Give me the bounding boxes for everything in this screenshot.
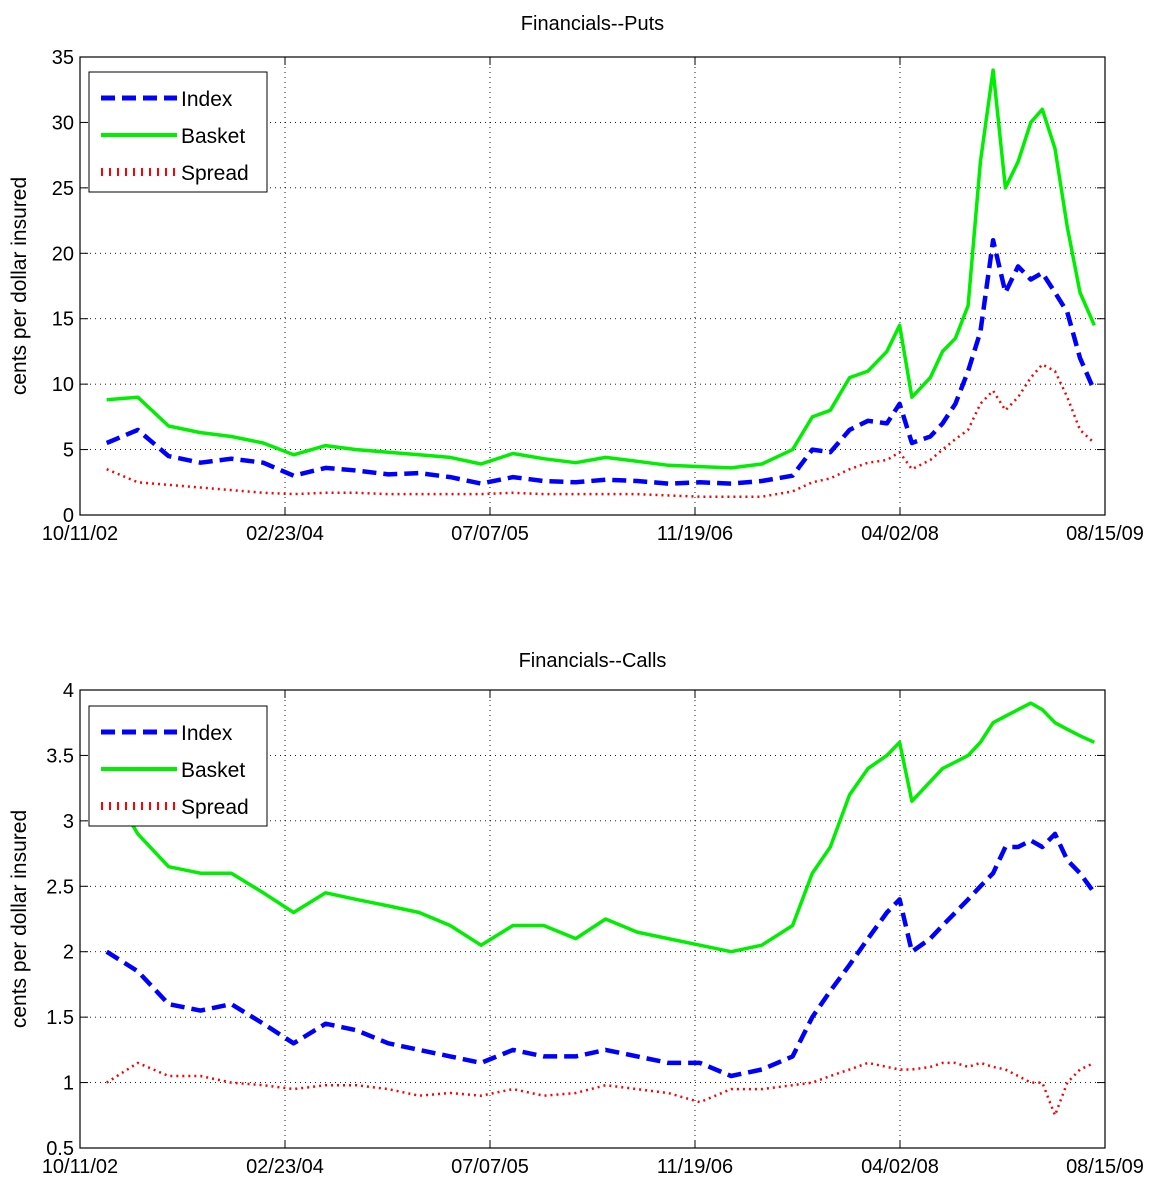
y-tick-label: 3 [63, 811, 74, 833]
y-tick-label: 30 [52, 112, 74, 134]
legend-label: Basket [181, 125, 245, 148]
x-tick-label: 10/11/02 [42, 523, 118, 545]
y-tick-label: 1.5 [46, 1007, 74, 1029]
plot-area-frame [79, 56, 1106, 516]
x-tick-label: 04/02/08 [861, 523, 939, 545]
chart-panel-2: Financials--Calls cents per dollar insure… [8, 650, 1144, 1178]
chart-title: Financials--Puts [521, 13, 664, 35]
x-tick-label: 08/15/09 [1066, 523, 1144, 545]
series-line-basket [105, 701, 1096, 954]
y-tick-label: 2 [63, 942, 74, 964]
chart-panel-1: Financials--Puts cents per dollar insured… [8, 13, 1144, 545]
series-line-spread [106, 1061, 1095, 1117]
x-tick-label: 08/15/09 [1066, 1156, 1144, 1178]
x-tick-label: 11/19/06 [657, 1156, 733, 1178]
y-tick-label: 2.5 [46, 876, 74, 898]
y-tick-label: 15 [52, 309, 74, 331]
y-tick-label: 1 [63, 1073, 74, 1095]
legend-label: Index [181, 88, 233, 111]
legend-label: Basket [181, 759, 245, 782]
legend: Index Basket Spread [88, 705, 268, 827]
y-tick-label: 10 [52, 374, 74, 396]
legend-label: Index [181, 722, 233, 745]
legend-label: Spread [181, 162, 249, 185]
y-tick-label: 25 [52, 178, 74, 200]
y-tick-label: 0.5 [46, 1138, 74, 1160]
series-line-spread [106, 363, 1096, 498]
legend: Index Basket Spread [88, 71, 268, 193]
plot-area-frame [79, 689, 1106, 1149]
y-tick-label: 4 [63, 680, 74, 702]
x-tick-label: 07/07/05 [451, 523, 529, 545]
series-line-basket [106, 68, 1096, 470]
series-line-index [105, 237, 1097, 486]
series-line-index [105, 831, 1097, 1079]
x-tick-label: 10/11/02 [42, 1156, 118, 1178]
y-tick-label: 0 [63, 505, 74, 527]
y-axis-label: cents per dollar insured [8, 177, 31, 395]
x-tick-label: 11/19/06 [657, 523, 733, 545]
y-tick-label: 3.5 [46, 745, 74, 767]
y-axis-label: cents per dollar insured [8, 810, 31, 1028]
chart-title: Financials--Calls [519, 650, 667, 672]
x-tick-label: 02/23/04 [246, 523, 324, 545]
x-tick-label: 02/23/04 [246, 1156, 324, 1178]
y-tick-label: 5 [63, 440, 74, 462]
x-tick-label: 07/07/05 [451, 1156, 529, 1178]
y-tick-label: 20 [52, 243, 74, 265]
x-tick-label: 04/02/08 [861, 1156, 939, 1178]
legend-label: Spread [181, 796, 249, 819]
y-tick-label: 35 [52, 47, 74, 69]
